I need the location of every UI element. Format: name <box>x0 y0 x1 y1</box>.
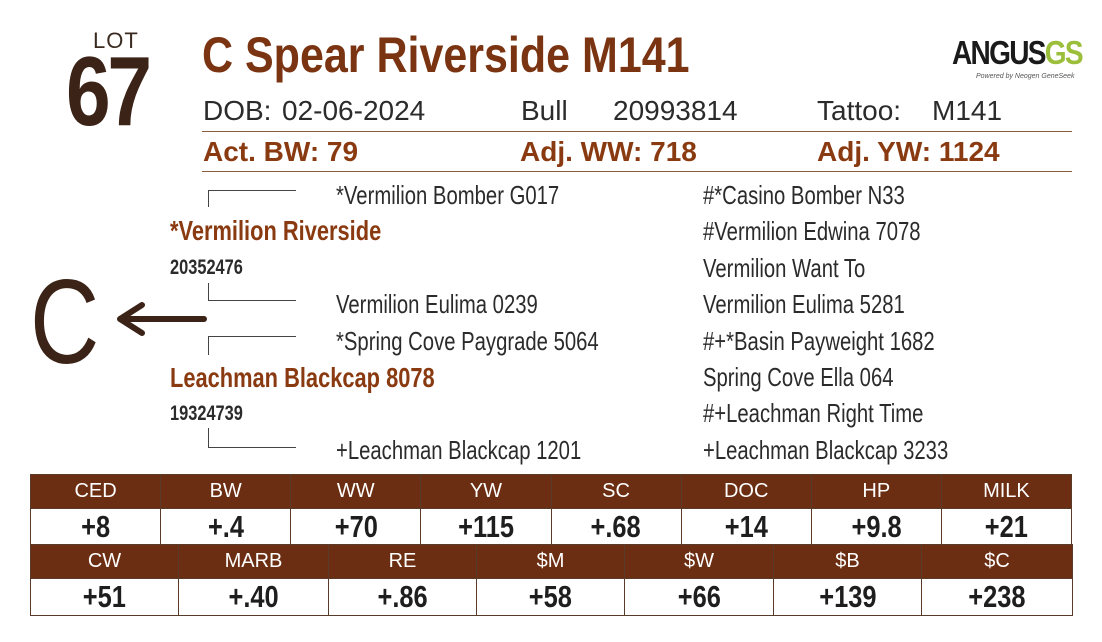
epd-table-1: CED BW WW YW SC DOC HP MILK +8 +.4 +70 +… <box>29 474 1073 546</box>
epd-header: DOC <box>680 474 812 509</box>
epd-cell: +14 <box>680 508 812 546</box>
epd-header: BW <box>160 474 292 509</box>
epd-value: +.68 <box>590 509 642 544</box>
logo-suffix: GS <box>1044 34 1084 71</box>
great-grandparent: #+Leachman Right Time <box>703 398 924 428</box>
epd-value: +139 <box>818 579 877 614</box>
logo-brand: ANGUS <box>952 34 1047 71</box>
pedigree-line <box>208 336 296 337</box>
epd-header: $B <box>773 544 922 579</box>
epd-value: +70 <box>334 509 378 544</box>
epd-cell: +.68 <box>550 508 682 546</box>
great-grandparent: Spring Cove Ella 064 <box>703 362 894 392</box>
epd-cell: +70 <box>290 508 422 546</box>
great-grandparent: Vermilion Eulima 5281 <box>703 289 905 319</box>
epd-cell: +51 <box>30 578 179 616</box>
epd-header: HP <box>810 474 942 509</box>
epd-header: MILK <box>940 474 1073 509</box>
epd-value: +.86 <box>377 579 428 614</box>
epd-header: YW <box>420 474 552 509</box>
epd-value: +.40 <box>228 579 279 614</box>
animal-name: C Spear Riverside M141 <box>202 27 690 83</box>
epd-cell: +8 <box>29 508 162 546</box>
epd-header: RE <box>328 544 477 579</box>
adjusted-weaning-weight: Adj. WW: 718 <box>520 136 697 167</box>
actual-birth-weight: Act. BW: 79 <box>203 136 359 167</box>
epd-cell: +.4 <box>160 508 292 546</box>
epd-header: WW <box>290 474 422 509</box>
tattoo-value: M141 <box>932 95 1003 126</box>
dam-sire: *Spring Cove Paygrade 5064 <box>336 326 599 356</box>
epd-header: CED <box>29 474 162 509</box>
tattoo-label: Tattoo: <box>817 95 902 126</box>
epd-value: +14 <box>724 509 768 544</box>
dob-value: 02-06-2024 <box>282 95 426 126</box>
great-grandparent: +Leachman Blackcap 3233 <box>703 435 949 465</box>
epd-value: +238 <box>968 579 1026 614</box>
epd-value: +51 <box>82 579 127 614</box>
epd-value: +8 <box>81 509 111 544</box>
info-divider <box>202 131 1072 132</box>
arrow-left-icon <box>117 302 207 336</box>
sire-dam: Vermilion Eulima 0239 <box>336 289 538 319</box>
epd-cell: +9.8 <box>810 508 942 546</box>
epd-cell: +238 <box>921 578 1073 616</box>
epd-table-2: CW MARB RE $M $W $B $C +51 +.40 +.86 +58… <box>30 544 1073 616</box>
epd-cell: +115 <box>420 508 552 546</box>
registration-number: 20993814 <box>613 95 738 126</box>
epd-header: $W <box>624 544 774 579</box>
epd-value: +21 <box>984 509 1029 544</box>
great-grandparent: Vermilion Want To <box>703 253 866 283</box>
dam-name: Leachman Blackcap 8078 <box>170 362 435 393</box>
epd-cell: +21 <box>940 508 1073 546</box>
pedigree-line <box>208 190 296 191</box>
pedigree-line <box>208 428 209 447</box>
epd-value: +9.8 <box>851 509 902 544</box>
epd-header: MARB <box>178 544 329 579</box>
sire-registration: 20352476 <box>170 256 243 279</box>
pedigree-line <box>208 283 209 300</box>
great-grandparent: #Vermilion Edwina 7078 <box>703 216 921 246</box>
pedigree-line <box>208 447 296 448</box>
logo-tagline: Powered by Neogen GeneSeek <box>976 73 1075 80</box>
epd-value: +58 <box>528 579 573 614</box>
epd-value: +115 <box>458 509 514 544</box>
epd-value: +66 <box>677 579 721 614</box>
epd-header: $C <box>921 544 1073 579</box>
epd-header: $M <box>476 544 625 579</box>
epd-cell: +.86 <box>328 578 477 616</box>
dam-dam: +Leachman Blackcap 1201 <box>336 435 582 465</box>
lot-label: LOT <box>93 28 139 53</box>
epd-header: CW <box>30 544 179 579</box>
lot-number: 67 <box>66 36 152 146</box>
pedigree-line <box>208 336 209 355</box>
adjusted-yearling-weight: Adj. YW: 1124 <box>817 136 1000 167</box>
weights-divider <box>202 171 1072 172</box>
angus-gs-logo: ANGUSGS Powered by Neogen GeneSeek <box>952 34 1084 84</box>
dob-label: DOB: <box>203 95 272 126</box>
epd-cell: +58 <box>476 578 625 616</box>
sex-value: Bull <box>521 95 568 126</box>
epd-header: SC <box>550 474 682 509</box>
sire-name: *Vermilion Riverside <box>170 215 382 246</box>
epd-cell: +139 <box>773 578 922 616</box>
great-grandparent: #+*Basin Payweight 1682 <box>703 326 935 356</box>
pedigree-line <box>208 190 209 207</box>
dam-marker-letter: C <box>30 255 100 389</box>
dam-registration: 19324739 <box>170 402 243 425</box>
epd-value: +.4 <box>207 509 244 544</box>
epd-cell: +.40 <box>178 578 329 616</box>
great-grandparent: #*Casino Bomber N33 <box>703 180 905 210</box>
epd-cell: +66 <box>624 578 774 616</box>
pedigree-line <box>208 300 296 301</box>
sire-sire: *Vermilion Bomber G017 <box>336 180 560 210</box>
